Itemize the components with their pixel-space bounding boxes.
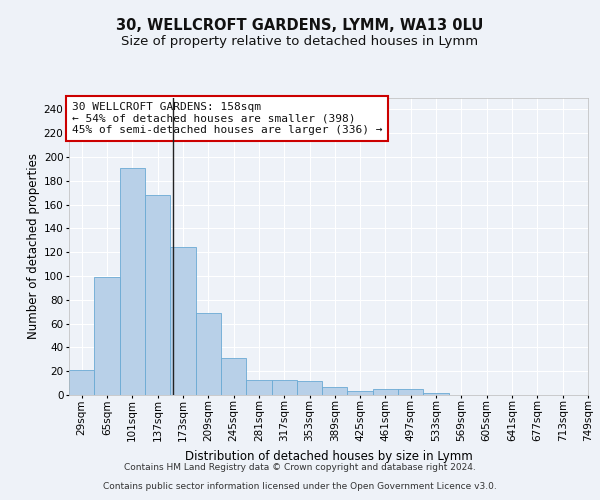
- Bar: [196, 313, 221, 395]
- Bar: [94, 277, 119, 395]
- X-axis label: Distribution of detached houses by size in Lymm: Distribution of detached houses by size …: [185, 450, 472, 462]
- Text: Size of property relative to detached houses in Lymm: Size of property relative to detached ho…: [121, 35, 479, 48]
- Bar: [170, 248, 196, 395]
- Y-axis label: Number of detached properties: Number of detached properties: [26, 153, 40, 340]
- Bar: [145, 195, 170, 395]
- Bar: [373, 389, 398, 395]
- Bar: [398, 389, 424, 395]
- Bar: [69, 370, 94, 395]
- Text: Contains HM Land Registry data © Crown copyright and database right 2024.: Contains HM Land Registry data © Crown c…: [124, 464, 476, 472]
- Bar: [272, 380, 297, 395]
- Bar: [297, 380, 322, 395]
- Text: Contains public sector information licensed under the Open Government Licence v3: Contains public sector information licen…: [103, 482, 497, 491]
- Bar: [119, 168, 145, 395]
- Text: 30, WELLCROFT GARDENS, LYMM, WA13 0LU: 30, WELLCROFT GARDENS, LYMM, WA13 0LU: [116, 18, 484, 32]
- Bar: [221, 358, 246, 395]
- Bar: [246, 380, 272, 395]
- Text: 30 WELLCROFT GARDENS: 158sqm
← 54% of detached houses are smaller (398)
45% of s: 30 WELLCROFT GARDENS: 158sqm ← 54% of de…: [71, 102, 382, 135]
- Bar: [347, 392, 373, 395]
- Bar: [322, 386, 347, 395]
- Bar: [424, 392, 449, 395]
